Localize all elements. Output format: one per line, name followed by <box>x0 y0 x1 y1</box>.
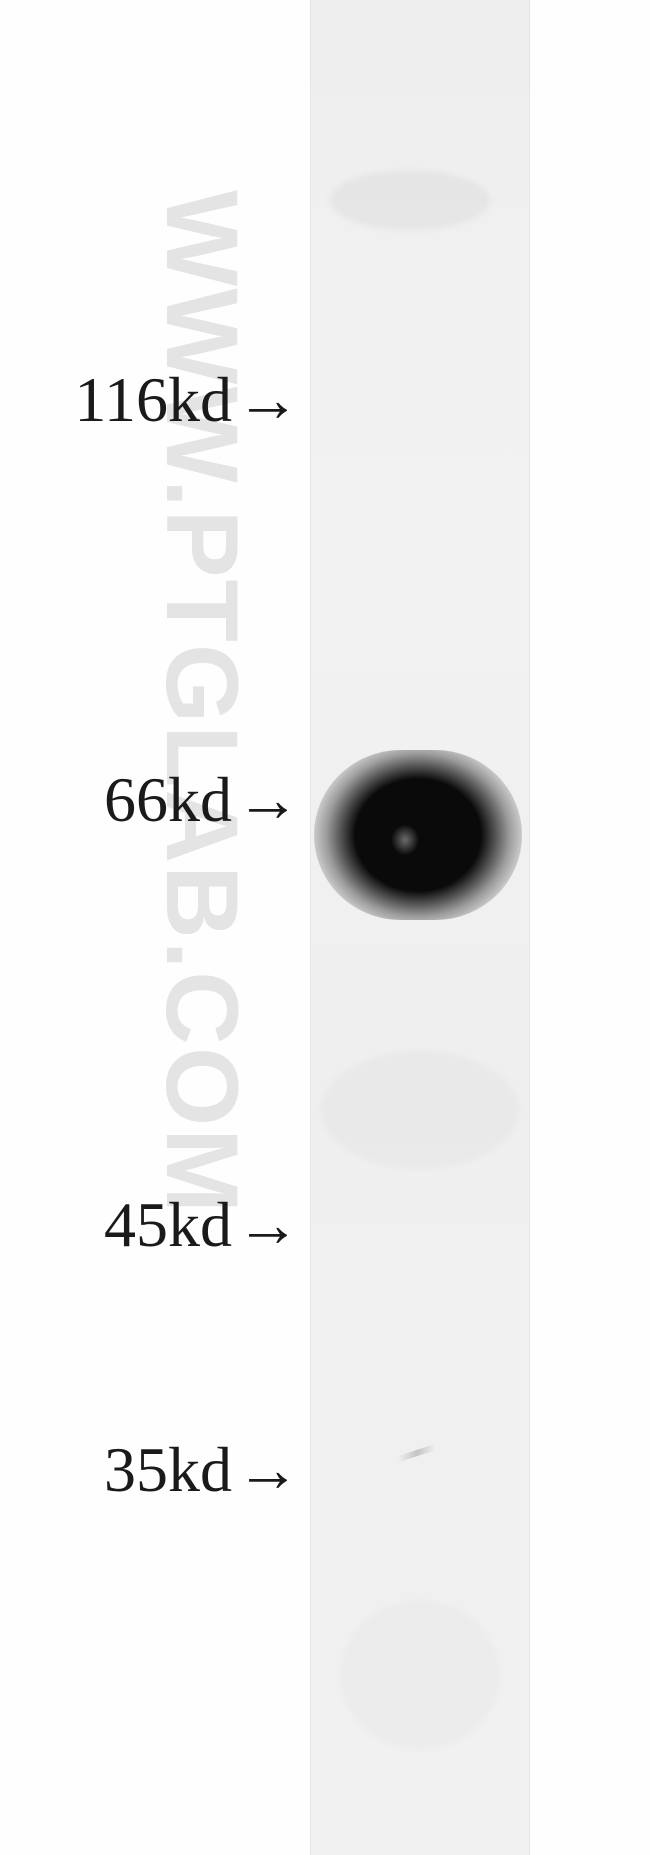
arrow-right-icon: → <box>236 768 300 832</box>
protein-band-main <box>314 750 522 920</box>
marker-label-text: 66kd <box>104 768 232 832</box>
marker-label-text: 45kd <box>104 1193 232 1257</box>
lane-edge-right <box>529 0 530 1855</box>
marker-116kd: 116kd → <box>74 368 300 432</box>
blot-lane <box>310 0 530 1855</box>
marker-35kd: 35kd → <box>104 1438 300 1502</box>
marker-45kd: 45kd → <box>104 1193 300 1257</box>
lane-smudge <box>320 1050 520 1170</box>
arrow-right-icon: → <box>236 1438 300 1502</box>
arrow-right-icon: → <box>236 1193 300 1257</box>
watermark-text: WWW.PTGLAB.COM <box>143 190 260 1215</box>
arrow-right-icon: → <box>236 368 300 432</box>
marker-label-text: 116kd <box>74 368 232 432</box>
marker-label-text: 35kd <box>104 1438 232 1502</box>
lane-smudge <box>340 1600 500 1750</box>
watermark-value: WWW.PTGLAB.COM <box>145 190 259 1215</box>
blot-canvas: WWW.PTGLAB.COM 116kd → 66kd → 45kd → 35k… <box>0 0 650 1855</box>
marker-66kd: 66kd → <box>104 768 300 832</box>
lane-edge-left <box>310 0 311 1855</box>
lane-smudge <box>330 170 490 230</box>
